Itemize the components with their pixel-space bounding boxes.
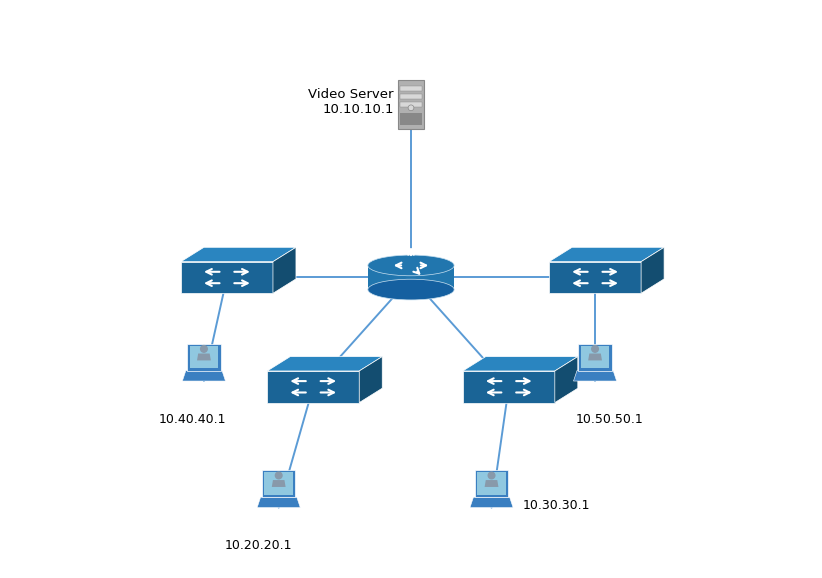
Text: 10.20.20.1: 10.20.20.1 — [224, 539, 293, 552]
Ellipse shape — [368, 255, 454, 276]
FancyBboxPatch shape — [477, 472, 506, 495]
FancyBboxPatch shape — [475, 470, 508, 497]
Polygon shape — [182, 370, 225, 381]
FancyBboxPatch shape — [400, 94, 422, 99]
Polygon shape — [267, 357, 382, 371]
FancyBboxPatch shape — [400, 86, 422, 91]
FancyBboxPatch shape — [579, 344, 612, 370]
Polygon shape — [197, 354, 210, 361]
FancyBboxPatch shape — [580, 346, 609, 368]
Polygon shape — [267, 371, 359, 403]
Polygon shape — [549, 247, 664, 262]
Polygon shape — [257, 497, 300, 507]
Polygon shape — [181, 247, 296, 262]
Text: Video Server
10.10.10.1: Video Server 10.10.10.1 — [308, 88, 394, 116]
Circle shape — [487, 472, 496, 480]
Circle shape — [591, 345, 599, 353]
Polygon shape — [485, 480, 498, 487]
FancyBboxPatch shape — [400, 113, 422, 125]
Polygon shape — [463, 371, 555, 403]
Polygon shape — [273, 247, 296, 293]
Text: 10.50.50.1: 10.50.50.1 — [575, 413, 644, 425]
Ellipse shape — [368, 279, 454, 300]
Polygon shape — [549, 262, 641, 293]
FancyBboxPatch shape — [265, 472, 293, 495]
FancyBboxPatch shape — [190, 346, 219, 368]
Polygon shape — [589, 354, 602, 361]
FancyBboxPatch shape — [187, 344, 220, 370]
Polygon shape — [368, 265, 454, 290]
Circle shape — [275, 472, 283, 480]
Polygon shape — [470, 497, 513, 507]
Polygon shape — [641, 247, 664, 293]
Polygon shape — [463, 357, 578, 371]
FancyBboxPatch shape — [400, 102, 422, 108]
Polygon shape — [181, 262, 273, 293]
Polygon shape — [574, 370, 616, 381]
Polygon shape — [555, 357, 578, 403]
Text: 10.30.30.1: 10.30.30.1 — [523, 499, 591, 512]
FancyBboxPatch shape — [262, 470, 295, 497]
Polygon shape — [359, 357, 382, 403]
Circle shape — [200, 345, 208, 353]
Circle shape — [409, 105, 413, 110]
Text: 10.40.40.1: 10.40.40.1 — [159, 413, 226, 425]
FancyBboxPatch shape — [398, 80, 424, 129]
Polygon shape — [272, 480, 285, 487]
